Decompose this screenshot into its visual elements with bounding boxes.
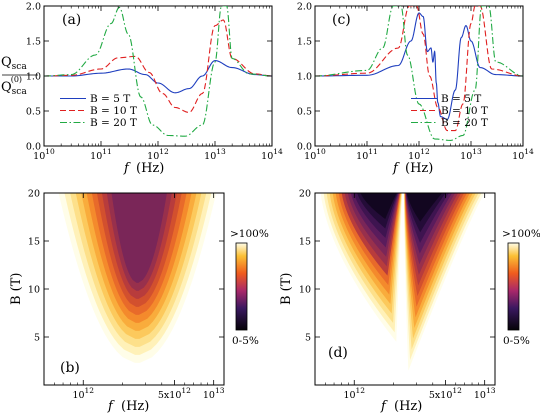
- ticks-c: 1010 1011 1012 1013 1014 0.0 0.5 1.0 1.5 2.0: [297, 2, 534, 163]
- legend-label-b-20-t-a: B = 20 T: [90, 117, 137, 129]
- ticks-d: 1012 5x1012 1013 5 10 15 20: [299, 189, 496, 402]
- y-tick-label-a: 0.5: [26, 107, 41, 118]
- series-line-b-20-t-c: [315, 6, 523, 141]
- svg-text:f: f: [107, 399, 115, 414]
- y-axis-label-d: B (T): [279, 273, 294, 306]
- y-tick-label-a: 0.0: [26, 142, 41, 153]
- x-tick-label-b: 5x1012: [158, 386, 191, 401]
- y-tick-label-b: 5: [34, 333, 40, 344]
- x-tick-label-d: 1012: [343, 386, 365, 401]
- svg-text:(Hz): (Hz): [136, 161, 164, 176]
- panel-d: 1012 5x1012 1013 5 10 15 20 (d) B (T) f (Hz) >…: [279, 189, 540, 414]
- x-axis-label-b: f (Hz): [107, 399, 149, 414]
- series-line-b-10-t-c: [315, 6, 523, 132]
- colorbar-bottom-label-d: 0-5%: [503, 335, 530, 347]
- x-tick-label-d: 5x1012: [429, 386, 462, 401]
- x-axis-label-d: f (Hz): [380, 399, 422, 414]
- y-tick-label-d: 10: [299, 285, 311, 296]
- y-tick-label-d: 5: [305, 333, 311, 344]
- x-tick-label-c: 1013: [460, 147, 482, 162]
- panel-label-d: (d): [328, 345, 348, 361]
- colorbar-top-label-b: >100%: [230, 228, 269, 240]
- y-tick-label-c: 0.5: [297, 107, 312, 118]
- series-line-b-20-t-a: [44, 6, 272, 137]
- colorbar-top-label-d: >100%: [502, 228, 540, 240]
- y-tick-label-c: 1.0: [297, 72, 312, 83]
- panel-label-c: (c): [332, 12, 351, 28]
- y-tick-label-a: 1.5: [26, 37, 41, 48]
- x-tick-label-d: 1013: [474, 386, 496, 401]
- y-tick-label-b: 20: [28, 189, 40, 200]
- legend-a: B = 5 TB = 10 TB = 20 T: [60, 93, 137, 129]
- x-tick-label-c: 1014: [512, 147, 534, 162]
- y-axis-label-b: B (T): [9, 273, 24, 306]
- panel-label-a: (a): [62, 12, 81, 28]
- series-group-a: [44, 6, 272, 137]
- x-tick-label-b: 1012: [72, 386, 94, 401]
- contour-level-d-left-lobe: [360, 193, 397, 220]
- x-tick-label-c: 1010: [304, 147, 326, 162]
- colorbar-b: [235, 242, 248, 331]
- y-tick-label-b: 10: [28, 285, 40, 296]
- svg-text:f: f: [380, 399, 388, 414]
- svg-text:(Hz): (Hz): [394, 399, 422, 414]
- ticks-a: 1010 1011 1012 1013 1014 0.0 0.5 1.0 1.5 2.0: [26, 2, 283, 163]
- svg-text:(Hz): (Hz): [121, 399, 149, 414]
- svg-text:f: f: [123, 161, 131, 176]
- legend-label-b-5-t-c: B = 5 T: [441, 93, 481, 105]
- x-tick-label-b: 1013: [203, 386, 225, 401]
- y-tick-label-a: 1.0: [26, 72, 41, 83]
- heatmap-d: [320, 193, 485, 371]
- y-tick-label-b: 15: [28, 237, 40, 248]
- x-tick-label-c: 1011: [356, 147, 378, 162]
- panel-b: 1012 5x1012 1013 5 10 15 20 (b) B (T) f (Hz) >…: [9, 189, 269, 414]
- x-tick-label-a: 1014: [261, 147, 283, 162]
- panel-label-b: (b): [60, 360, 80, 376]
- x-axis-label-c: f (Hz): [392, 161, 433, 176]
- x-tick-label-a: 1011: [90, 147, 112, 162]
- x-tick-label-a: 1013: [204, 147, 226, 162]
- contour-level-d-right-lobe: [406, 193, 443, 222]
- y-tick-label-c: 2.0: [297, 2, 312, 13]
- contour-level-b: [116, 193, 162, 275]
- x-tick-label-a: 1010: [33, 147, 55, 162]
- legend-label-b-5-t-a: B = 5 T: [90, 93, 130, 105]
- y-axis-label-denominator: Qsca(0): [1, 75, 27, 97]
- svg-text:(Hz): (Hz): [405, 161, 433, 176]
- series-group-c: [315, 6, 523, 141]
- colorbar-d: [507, 242, 520, 331]
- y-tick-label-d: 15: [299, 237, 311, 248]
- y-axis-label-a: Qsca: [1, 55, 27, 72]
- x-axis-label-a: f (Hz): [123, 161, 164, 176]
- y-tick-label-a: 2.0: [26, 2, 41, 13]
- x-tick-label-c: 1012: [408, 147, 430, 162]
- legend-label-b-20-t-c: B = 20 T: [441, 117, 488, 129]
- x-tick-label-a: 1012: [147, 147, 169, 162]
- series-line-b-10-t-a: [44, 19, 272, 113]
- y-tick-label-c: 0.0: [297, 142, 312, 153]
- y-tick-label-c: 1.5: [297, 37, 312, 48]
- svg-text:f: f: [392, 161, 400, 176]
- series-line-b-5-t-a: [44, 60, 272, 94]
- legend-label-b-10-t-a: B = 10 T: [90, 105, 137, 117]
- heatmap-b: [58, 193, 217, 363]
- legend-c: B = 5 TB = 10 TB = 20 T: [411, 93, 488, 129]
- colorbar-bottom-label-b: 0-5%: [232, 335, 259, 347]
- ticks-b: 1012 5x1012 1013 5 10 15 20: [28, 189, 225, 402]
- y-tick-label-d: 20: [299, 189, 311, 200]
- legend-label-b-10-t-c: B = 10 T: [441, 105, 488, 117]
